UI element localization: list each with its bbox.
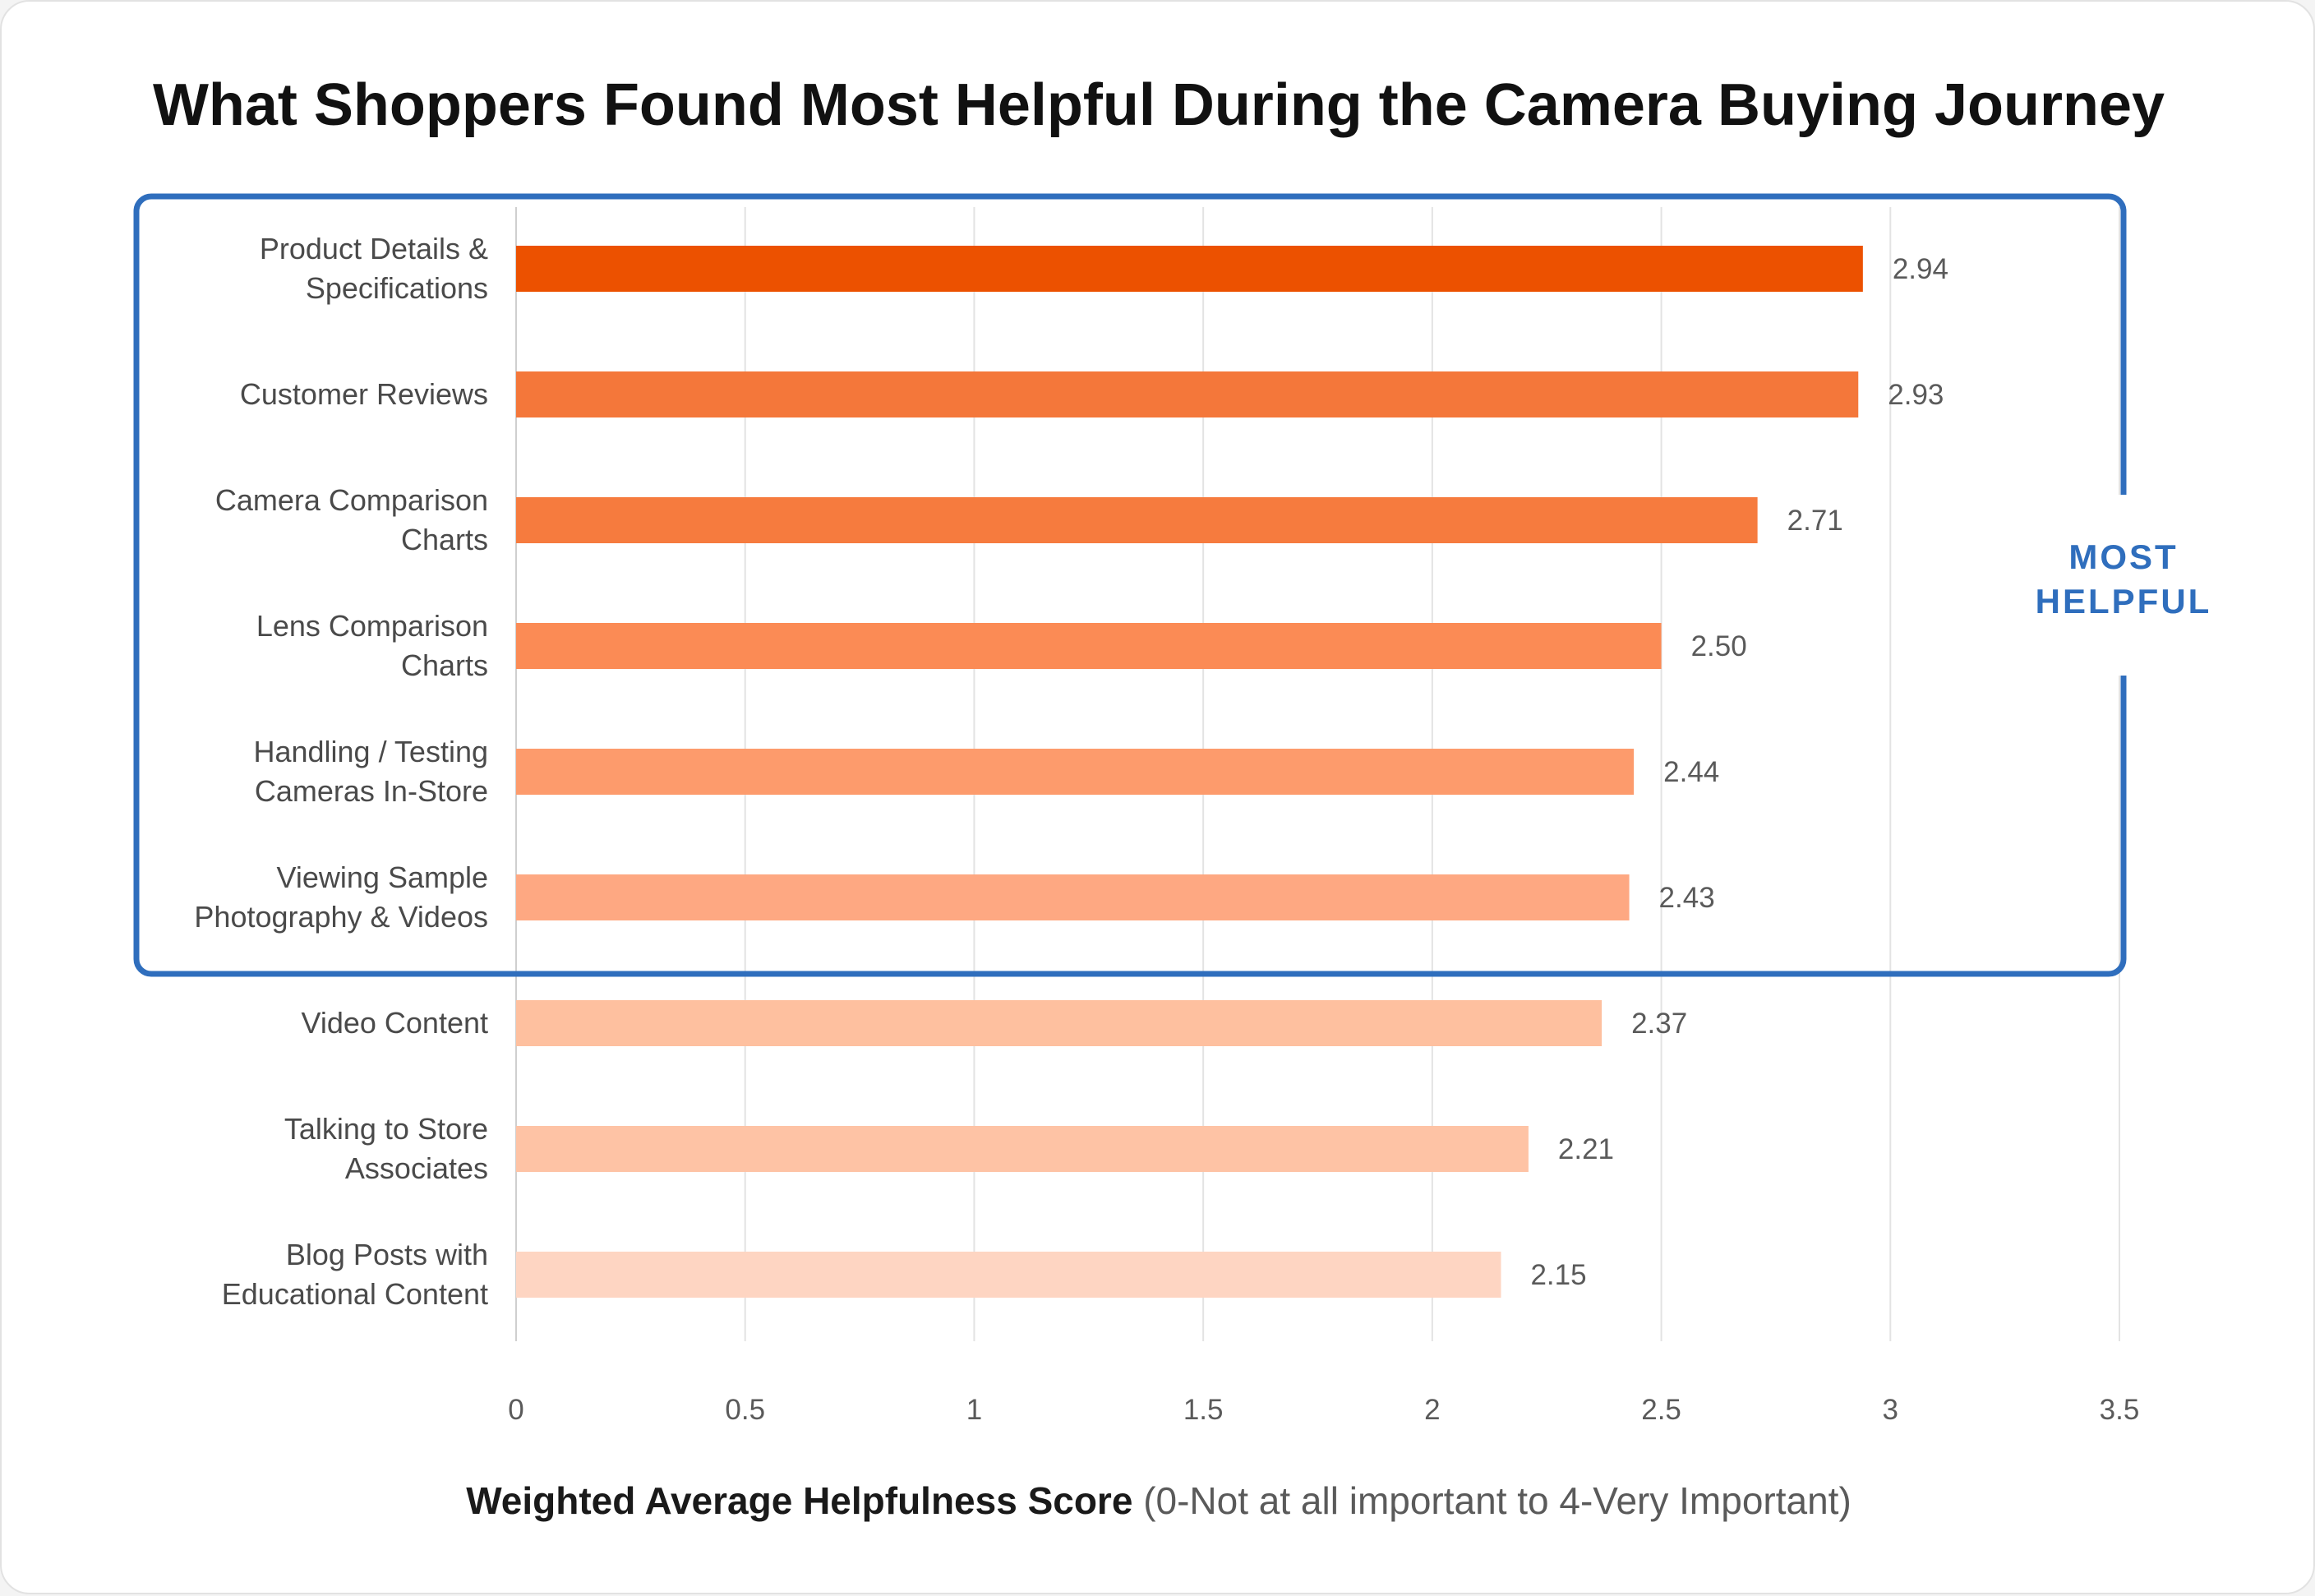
- x-tick-label: 0: [508, 1394, 523, 1426]
- callout-label: MOST HELPFUL: [2036, 537, 2212, 620]
- bar: [516, 497, 1758, 543]
- category-label: Talking to Store Associates: [284, 1112, 488, 1185]
- value-label: 2.43: [1659, 882, 1715, 914]
- category-label: Customer Reviews: [240, 377, 488, 411]
- bar-row: Talking to Store Associates 2.21: [284, 1112, 1614, 1185]
- bar-row: Camera Comparison Charts 2.71: [215, 483, 1843, 556]
- x-tick-label: 3.5: [2100, 1394, 2140, 1426]
- bar-row: Lens Comparison Charts 2.50: [256, 609, 1747, 682]
- x-tick-label: 1.5: [1183, 1394, 1224, 1426]
- category-label: Handling / Testing Cameras In-Store: [253, 735, 488, 808]
- bar: [516, 371, 1859, 417]
- category-label: Camera Comparison Charts: [215, 483, 488, 556]
- value-label: 2.50: [1691, 630, 1747, 662]
- bar-row: Viewing Sample Photography & Videos 2.43: [194, 860, 1714, 934]
- bar: [516, 1126, 1529, 1172]
- bar-row: Handling / Testing Cameras In-Store 2.44: [253, 735, 1719, 808]
- highlight-box: [133, 193, 2127, 977]
- category-label: Blog Posts with Educational Content: [222, 1238, 488, 1311]
- category-label: Product Details & Specifications: [260, 232, 488, 305]
- bar-row: Product Details & Specifications 2.94: [260, 232, 1948, 305]
- highlight-box-gap: [2115, 495, 2132, 676]
- value-label: 2.15: [1530, 1259, 1586, 1291]
- bar: [516, 246, 1863, 292]
- value-label: 2.44: [1663, 756, 1719, 788]
- bar-row: Customer Reviews 2.93: [240, 371, 1944, 417]
- bar: [516, 623, 1662, 669]
- value-label: 2.21: [1558, 1133, 1614, 1165]
- bar: [516, 749, 1635, 795]
- x-tick-label: 0.5: [725, 1394, 765, 1426]
- category-label: Lens Comparison Charts: [256, 609, 488, 682]
- value-label: 2.93: [1888, 379, 1944, 411]
- category-label: Video Content: [301, 1006, 488, 1040]
- x-tick-label: 2.5: [1641, 1394, 1681, 1426]
- value-label: 2.37: [1631, 1008, 1687, 1040]
- chart-title: What Shoppers Found Most Helpful During …: [153, 72, 2165, 138]
- x-tick-label: 3: [1883, 1394, 1898, 1426]
- x-axis-label-rest: (0-Not at all important to 4-Very Import…: [1132, 1479, 1851, 1522]
- value-label: 2.94: [1893, 253, 1948, 285]
- x-axis-label-bold: Weighted Average Helpfulness Score: [466, 1479, 1132, 1522]
- bar-row: Video Content 2.37: [301, 1000, 1687, 1046]
- bar: [516, 1252, 1501, 1298]
- category-label: Viewing Sample Photography & Videos: [194, 860, 488, 934]
- value-label: 2.71: [1787, 505, 1843, 537]
- bar: [516, 874, 1630, 920]
- bar: [516, 1000, 1603, 1046]
- x-tick-label: 1: [966, 1394, 982, 1426]
- x-axis-label: Weighted Average Helpfulness Score (0-No…: [466, 1479, 1852, 1522]
- bar-row: Blog Posts with Educational Content 2.15: [222, 1238, 1587, 1311]
- x-tick-label: 2: [1424, 1394, 1440, 1426]
